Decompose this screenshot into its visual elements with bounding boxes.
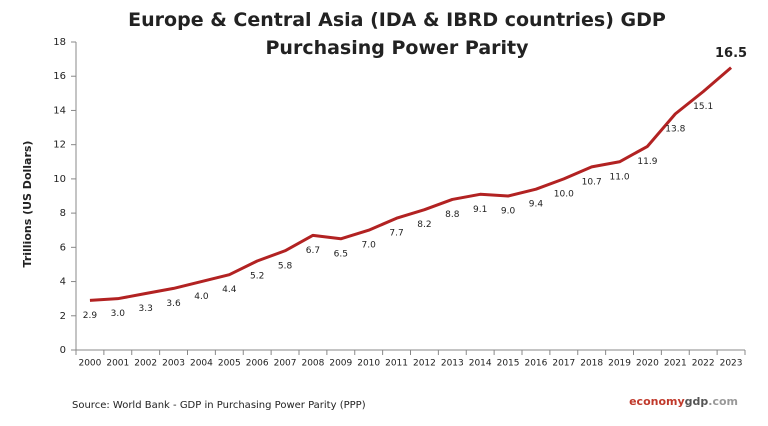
data-label: 8.2 bbox=[417, 220, 431, 230]
chart-title: Europe & Central Asia (IDA & IBRD countr… bbox=[128, 9, 666, 59]
x-tick-label: 2005 bbox=[218, 359, 241, 369]
x-tick-label: 2006 bbox=[246, 359, 269, 369]
line bbox=[89, 66, 733, 302]
data-label: 5.2 bbox=[250, 272, 264, 282]
data-label: 6.7 bbox=[306, 246, 320, 256]
x-tick-label: 2021 bbox=[664, 359, 687, 369]
brand: economygdp.com bbox=[629, 395, 738, 408]
data-label: 6.5 bbox=[334, 249, 348, 259]
x-tick-label: 2018 bbox=[580, 359, 603, 369]
data-label: 9.0 bbox=[501, 207, 516, 217]
x-tick-label: 2020 bbox=[636, 359, 659, 369]
data-label: 2.9 bbox=[83, 311, 98, 321]
x-tick-label: 2011 bbox=[385, 359, 408, 369]
y-tick-label: 10 bbox=[53, 174, 66, 185]
y-tick-label: 2 bbox=[60, 311, 66, 322]
x-tick-label: 2000 bbox=[78, 359, 101, 369]
data-label: 7.7 bbox=[389, 229, 403, 239]
y-tick-label: 12 bbox=[53, 140, 66, 151]
x-tick-label: 2015 bbox=[497, 359, 520, 369]
x-tick-label: 2004 bbox=[190, 359, 213, 369]
x-tick-label: 2016 bbox=[524, 359, 547, 369]
data-label: 16.5 bbox=[715, 46, 747, 61]
y-tick-label: 6 bbox=[60, 242, 66, 253]
x-tick-label: 2014 bbox=[469, 359, 492, 369]
data-label: 4.0 bbox=[194, 292, 209, 302]
data-label: 3.0 bbox=[111, 309, 126, 319]
data-label: 7.0 bbox=[362, 241, 377, 251]
y-axis-label: Trillions (US Dollars) bbox=[21, 141, 34, 268]
y-tick-label: 14 bbox=[53, 105, 66, 116]
x-tick-label: 2023 bbox=[720, 359, 743, 369]
y-tick-label: 4 bbox=[60, 277, 66, 288]
data-label: 11.9 bbox=[637, 157, 657, 167]
data-label: 3.3 bbox=[139, 304, 153, 314]
x-tick-label: 2001 bbox=[106, 359, 129, 369]
data-label: 11.0 bbox=[610, 172, 630, 182]
x-tick-label: 2012 bbox=[413, 359, 436, 369]
data-label: 9.4 bbox=[529, 200, 544, 210]
x-tick-label: 2019 bbox=[608, 359, 631, 369]
x-tick-label: 2010 bbox=[357, 359, 380, 369]
x-tick-label: 2017 bbox=[552, 359, 575, 369]
x-tick-label: 2008 bbox=[301, 359, 324, 369]
data-label: 4.4 bbox=[222, 285, 237, 295]
data-label: 3.6 bbox=[166, 299, 181, 309]
x-tick-label: 2002 bbox=[134, 359, 157, 369]
data-label: 15.1 bbox=[693, 102, 713, 112]
source: Source: World Bank - GDP in Purchasing P… bbox=[72, 400, 366, 411]
data-label: 10.7 bbox=[582, 177, 602, 187]
data-label: 5.8 bbox=[278, 261, 293, 271]
brand-part: economy bbox=[629, 395, 685, 408]
x-tick-label: 2022 bbox=[692, 359, 715, 369]
y-tick-label: 16 bbox=[53, 71, 66, 82]
data-label: 13.8 bbox=[665, 124, 685, 134]
data-label: 8.8 bbox=[445, 210, 460, 220]
x-tick-label: 2009 bbox=[329, 359, 352, 369]
y-tick-label: 8 bbox=[60, 208, 66, 219]
x-tick-label: 2007 bbox=[274, 359, 297, 369]
data-label: 9.1 bbox=[473, 205, 487, 215]
y-tick-label: 18 bbox=[53, 37, 66, 48]
brand-part: gdp bbox=[685, 395, 709, 408]
y-tick-label: 0 bbox=[60, 345, 66, 356]
x-tick-label: 2013 bbox=[441, 359, 464, 369]
brand-part: .com bbox=[708, 395, 738, 408]
x-tick-label: 2003 bbox=[162, 359, 185, 369]
data-label: 10.0 bbox=[554, 189, 574, 199]
